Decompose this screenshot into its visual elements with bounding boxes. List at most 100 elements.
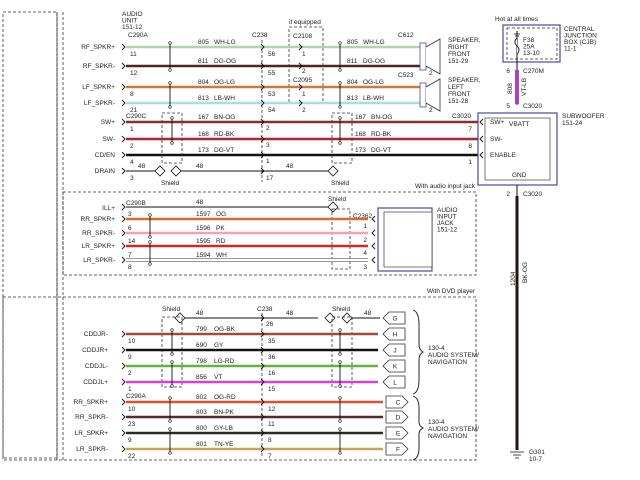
terminal xyxy=(382,311,406,325)
subwoofer-arrow xyxy=(479,118,484,126)
color-code: OG-LG xyxy=(363,79,384,86)
color-code: OG xyxy=(216,211,226,218)
pin-number: 9 xyxy=(128,437,132,444)
pin-number: 22 xyxy=(128,453,136,460)
terminal xyxy=(382,375,406,389)
system-label: NAVIGATION xyxy=(428,359,467,366)
pin-label: LF_SPKR+ xyxy=(82,84,115,91)
c238-arrow xyxy=(260,135,265,143)
twisted-pair-end xyxy=(338,141,342,145)
jack-label: AUDIO xyxy=(437,207,458,214)
c238-pin: 7 xyxy=(268,453,272,460)
circuit-number: 168 xyxy=(198,131,209,138)
shield-diamond xyxy=(170,165,182,177)
shield-label: Shield xyxy=(162,306,180,313)
fuse-label: 25A xyxy=(523,44,535,51)
c238-pin: 1 xyxy=(266,158,270,165)
cjb-label: BOX (CJB) xyxy=(564,39,596,46)
terminal xyxy=(385,442,409,456)
fuse-label: F38 xyxy=(523,37,535,44)
pin-number: 7 xyxy=(128,252,132,259)
twisted-pair-end xyxy=(338,81,342,85)
connector-c290a-label: C290A xyxy=(128,32,149,39)
c2108-pin: 2 xyxy=(302,107,306,114)
connector-c523-label: C523 xyxy=(398,72,414,79)
twisted-pair-end xyxy=(338,328,342,332)
c238-arrow xyxy=(260,362,265,370)
circuit-number: 811 xyxy=(347,58,358,65)
shield-box xyxy=(331,208,351,270)
color-code: WH-LG xyxy=(214,39,236,46)
pin-arrow xyxy=(121,346,126,354)
c3020-label: C3020 xyxy=(523,103,543,110)
circuit-number: 1596 xyxy=(196,225,211,232)
jack-pin: 2 xyxy=(363,237,367,244)
speaker-label: 151-28 xyxy=(448,98,469,105)
twisted-pair-end xyxy=(168,451,172,455)
subwoofer-arrow xyxy=(479,151,484,159)
pin-label: LR_SPKR- xyxy=(76,446,108,453)
terminal-label: E xyxy=(396,431,401,438)
gnd-label: GND xyxy=(512,172,527,179)
connector-c2095-label: C2095 xyxy=(293,77,313,84)
terminal-label: F xyxy=(396,447,400,454)
shield-box xyxy=(161,112,183,164)
c238-pin: 16 xyxy=(268,370,276,377)
c238-arrow xyxy=(260,330,265,338)
circuit-number: 813 xyxy=(198,95,209,102)
speaker-icon xyxy=(425,38,441,75)
twisted-pair-end xyxy=(148,240,152,244)
terminal-label: C xyxy=(396,400,401,407)
terminal xyxy=(385,410,409,424)
terminal xyxy=(382,359,406,373)
twisted-pair-end xyxy=(170,328,174,332)
pin-arrow xyxy=(121,429,126,437)
c3020-pin: 5 xyxy=(506,103,510,110)
subwoofer-pin-label: ENABLE xyxy=(490,152,516,159)
twisted-pair-end xyxy=(148,235,152,239)
color-code: DG-VT xyxy=(214,147,234,154)
terminal-label: K xyxy=(393,364,398,371)
color-code: WH-LG xyxy=(363,39,385,46)
pin-arrow xyxy=(121,83,126,91)
c238-arrow xyxy=(260,445,265,453)
pin-number: 11 xyxy=(130,51,137,58)
circuit-number: 800 xyxy=(196,425,207,432)
connector-c290a-label: C290A xyxy=(126,393,147,400)
c238-arrow xyxy=(260,429,265,437)
gnd-pin: 2 xyxy=(506,191,510,198)
c2108-arrow xyxy=(298,62,303,70)
color-code: LB-WH xyxy=(363,95,384,102)
cjb-label: 11-1 xyxy=(564,46,577,53)
circuit-number: 811 xyxy=(198,58,209,65)
circuit-number: 804 xyxy=(198,79,209,86)
circuit-number: 168 xyxy=(355,131,366,138)
jack-label: INPUT xyxy=(437,214,457,221)
ground-label: 10-7 xyxy=(529,456,542,463)
pin-number: 12 xyxy=(130,70,138,77)
pin-number: 9 xyxy=(128,354,132,361)
pin-number: 23 xyxy=(128,421,136,428)
subwoofer-pin: 7 xyxy=(468,126,472,133)
twisted-pair-end xyxy=(338,396,342,400)
shield-diamond xyxy=(174,312,186,324)
twisted-pair-end xyxy=(170,141,174,145)
c2108-arrow xyxy=(298,99,303,107)
connector-c3020-label: C3020 xyxy=(452,113,472,120)
jack-inner xyxy=(383,211,433,268)
color-code: VT-LB xyxy=(521,78,528,96)
color-code: DG-OG xyxy=(214,58,236,65)
circuit-number: 48 xyxy=(286,310,294,317)
jack-arrow xyxy=(371,242,376,250)
twisted-pair-end xyxy=(338,360,342,364)
twisted-pair-end xyxy=(338,41,342,45)
shield-label: Shield xyxy=(161,180,179,187)
circuit-number: 48 xyxy=(196,163,204,170)
c270m-label: C270M xyxy=(523,68,544,75)
section-label: With audio input jack xyxy=(415,183,476,190)
circuit-number: 798 xyxy=(196,358,207,365)
subwoofer-inner xyxy=(484,117,551,181)
c238-pin: 8 xyxy=(268,437,272,444)
jack-pin: 1 xyxy=(363,223,367,230)
ground-icon xyxy=(510,451,524,459)
